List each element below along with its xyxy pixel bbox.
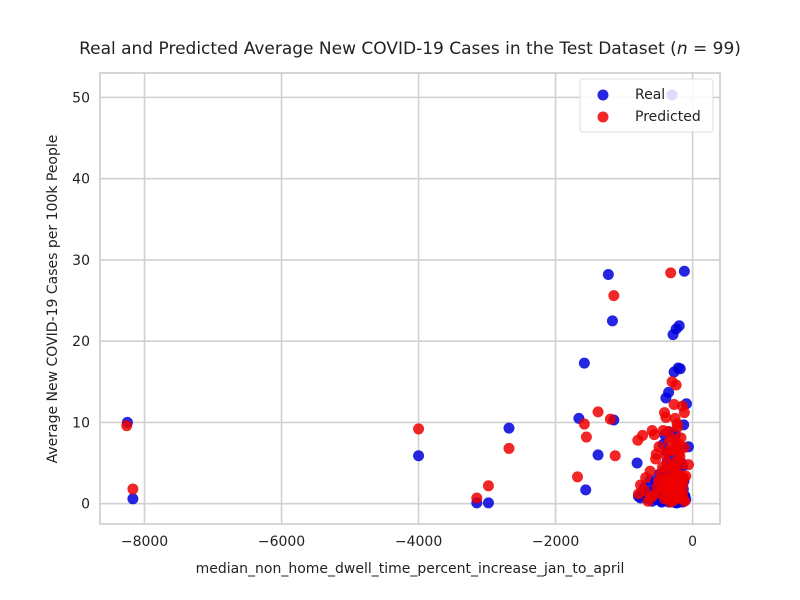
predicted-point <box>645 491 657 503</box>
y-axis-label: Average New COVID-19 Cases per 100k Peop… <box>45 135 61 464</box>
predicted-point <box>503 442 515 454</box>
predicted-point <box>604 413 616 425</box>
predicted-point <box>676 491 688 503</box>
series-predicted <box>121 267 694 508</box>
predicted-point <box>666 460 678 472</box>
predicted-point <box>608 290 620 302</box>
predicted-point <box>682 459 694 471</box>
x-tick-label: 0 <box>688 534 697 550</box>
y-tick-label: 40 <box>72 172 90 188</box>
real-point <box>674 363 686 375</box>
predicted-point <box>413 423 425 435</box>
real-point <box>578 357 590 369</box>
predicted-point <box>127 483 139 495</box>
predicted-point <box>660 449 672 461</box>
data-points <box>121 89 694 509</box>
predicted-point <box>662 425 674 437</box>
predicted-point <box>640 472 652 484</box>
x-tick-label: −6000 <box>258 534 305 550</box>
predicted-point <box>650 448 662 460</box>
x-axis-label: median_non_home_dwell_time_percent_incre… <box>196 561 625 577</box>
y-tick-label: 30 <box>72 253 90 269</box>
y-tick-label: 50 <box>72 90 90 106</box>
predicted-point <box>572 471 584 483</box>
real-point <box>503 422 515 434</box>
predicted-point <box>660 412 672 424</box>
real-point <box>606 315 618 327</box>
legend-predicted-marker <box>597 111 609 123</box>
legend-real-label: Real <box>635 87 665 103</box>
real-point <box>631 457 643 469</box>
y-tick-label: 0 <box>81 497 90 513</box>
predicted-point <box>648 429 660 441</box>
predicted-point <box>121 420 133 432</box>
predicted-point <box>667 484 679 496</box>
legend-real-marker <box>597 89 609 101</box>
predicted-point <box>670 379 682 391</box>
real-point <box>673 320 685 332</box>
real-point <box>482 497 494 509</box>
chart-title: Real and Predicted Average New COVID-19 … <box>79 39 741 59</box>
legend: Real Predicted <box>579 78 714 133</box>
predicted-point <box>592 406 604 418</box>
predicted-point <box>609 450 621 462</box>
y-tick-labels: 0 10 20 30 40 50 <box>72 90 90 512</box>
grid-lines <box>100 73 720 524</box>
predicted-point <box>665 267 677 279</box>
real-point <box>663 386 675 398</box>
predicted-point <box>637 429 649 441</box>
predicted-point <box>675 432 687 444</box>
predicted-point <box>482 480 494 492</box>
predicted-point <box>672 421 684 433</box>
predicted-point <box>578 418 590 430</box>
x-tick-label: −8000 <box>121 534 168 550</box>
real-point <box>127 493 139 505</box>
predicted-point <box>678 407 690 419</box>
real-point <box>592 449 604 461</box>
predicted-point <box>471 492 483 504</box>
legend-predicted-label: Predicted <box>635 109 701 125</box>
y-tick-label: 20 <box>72 334 90 350</box>
real-point <box>413 450 425 462</box>
predicted-point <box>580 431 592 443</box>
predicted-point <box>674 451 686 463</box>
predicted-point <box>675 476 687 488</box>
legend-box <box>579 78 714 133</box>
predicted-point <box>670 440 682 452</box>
predicted-point <box>664 496 676 508</box>
x-tick-label: −2000 <box>532 534 579 550</box>
real-point <box>678 265 690 277</box>
series-real <box>121 89 694 509</box>
x-tick-labels: −8000 −6000 −4000 −2000 0 <box>121 534 697 550</box>
real-point <box>602 269 614 281</box>
plot-frame <box>99 72 721 525</box>
y-tick-label: 10 <box>72 415 90 431</box>
real-point <box>580 484 592 496</box>
predicted-point <box>668 399 680 411</box>
x-tick-label: −4000 <box>395 534 442 550</box>
